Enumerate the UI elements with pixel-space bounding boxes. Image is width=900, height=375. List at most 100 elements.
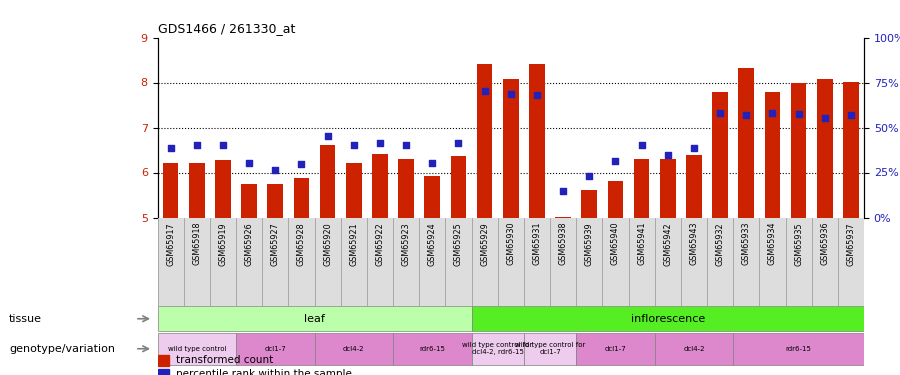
Bar (817, 79, 833, 218)
Bar (472, 333, 524, 365)
Text: GSM65917: GSM65917 (166, 222, 176, 266)
Bar (425, 176, 440, 218)
Point (582, 173, 597, 179)
Text: GSM65943: GSM65943 (689, 222, 698, 266)
Bar (314, 333, 393, 365)
Point (556, 188, 571, 194)
Point (216, 142, 230, 148)
Text: leaf: leaf (304, 314, 325, 324)
Point (765, 110, 779, 116)
Text: GSM65928: GSM65928 (297, 222, 306, 266)
Text: GSM65920: GSM65920 (323, 222, 332, 266)
Point (634, 142, 649, 148)
Point (242, 160, 256, 166)
Text: GSM65926: GSM65926 (245, 222, 254, 266)
Point (477, 88, 491, 94)
Text: GSM65929: GSM65929 (480, 222, 489, 266)
Point (399, 142, 413, 148)
Bar (529, 64, 544, 217)
Text: GSM65932: GSM65932 (716, 222, 724, 266)
Text: GSM65936: GSM65936 (820, 222, 829, 266)
Point (346, 142, 361, 148)
Bar (293, 178, 310, 218)
Bar (158, 306, 472, 332)
Point (373, 140, 387, 146)
Text: GSM65931: GSM65931 (533, 222, 542, 266)
Text: GSM65935: GSM65935 (794, 222, 803, 266)
Point (739, 112, 753, 118)
Bar (163, 163, 178, 218)
Bar (158, 369, 169, 375)
Bar (241, 184, 256, 218)
Bar (393, 333, 472, 365)
Text: GSM65925: GSM65925 (454, 222, 463, 266)
Bar (372, 154, 388, 218)
Text: wild type control: wild type control (167, 346, 226, 352)
Bar (267, 184, 284, 218)
Point (530, 92, 544, 98)
Bar (524, 333, 576, 365)
Text: transformed count: transformed count (176, 355, 273, 365)
Text: GSM65922: GSM65922 (375, 222, 384, 266)
Bar (581, 190, 597, 217)
Bar (503, 79, 518, 218)
Bar (734, 333, 864, 365)
Bar (158, 355, 169, 366)
Point (294, 161, 309, 167)
Point (320, 133, 335, 139)
Bar (236, 333, 314, 365)
Bar (346, 163, 362, 218)
Bar (189, 163, 204, 218)
Text: GSM65939: GSM65939 (585, 222, 594, 266)
Text: GSM65942: GSM65942 (663, 222, 672, 266)
Bar (765, 92, 780, 218)
Point (687, 145, 701, 151)
Point (504, 91, 518, 97)
Text: GSM65918: GSM65918 (193, 222, 202, 266)
Text: GSM65933: GSM65933 (742, 222, 751, 266)
Bar (843, 82, 859, 218)
Text: GSM65930: GSM65930 (506, 222, 515, 266)
Text: GSM65921: GSM65921 (349, 222, 358, 266)
Point (713, 110, 727, 116)
Text: wild type control for
dcl4-2, rdr6-15: wild type control for dcl4-2, rdr6-15 (463, 342, 533, 355)
Point (843, 112, 858, 118)
Text: tissue: tissue (9, 314, 42, 324)
Text: rdr6-15: rdr6-15 (419, 346, 446, 352)
Bar (576, 333, 654, 365)
Bar (686, 155, 702, 218)
Point (791, 111, 806, 117)
Bar (320, 145, 336, 218)
Bar (791, 83, 806, 218)
Point (661, 152, 675, 158)
Bar (398, 159, 414, 218)
Bar (451, 156, 466, 218)
Text: rdr6-15: rdr6-15 (786, 346, 812, 352)
Bar (158, 333, 236, 365)
Text: GSM65934: GSM65934 (768, 222, 777, 266)
Point (425, 160, 439, 166)
Bar (712, 92, 728, 218)
Point (451, 140, 465, 146)
Bar (654, 333, 733, 365)
Point (164, 145, 178, 151)
Text: GSM65923: GSM65923 (401, 222, 410, 266)
Text: wild type control for
dcl1-7: wild type control for dcl1-7 (515, 342, 585, 355)
Point (817, 115, 832, 121)
Text: inflorescence: inflorescence (631, 314, 705, 324)
Text: GDS1466 / 261330_at: GDS1466 / 261330_at (158, 22, 295, 35)
Text: GSM65940: GSM65940 (611, 222, 620, 266)
Text: dcl1-7: dcl1-7 (265, 346, 286, 352)
Bar (472, 306, 864, 332)
Text: dcl4-2: dcl4-2 (683, 346, 705, 352)
Text: GSM65927: GSM65927 (271, 222, 280, 266)
Text: dcl1-7: dcl1-7 (605, 346, 626, 352)
Point (608, 158, 623, 164)
Bar (660, 159, 676, 218)
Text: GSM65919: GSM65919 (219, 222, 228, 266)
Text: genotype/variation: genotype/variation (9, 344, 115, 354)
Text: GSM65924: GSM65924 (428, 222, 436, 266)
Text: GSM65937: GSM65937 (846, 222, 855, 266)
Text: GSM65938: GSM65938 (559, 222, 568, 266)
Point (268, 167, 283, 173)
